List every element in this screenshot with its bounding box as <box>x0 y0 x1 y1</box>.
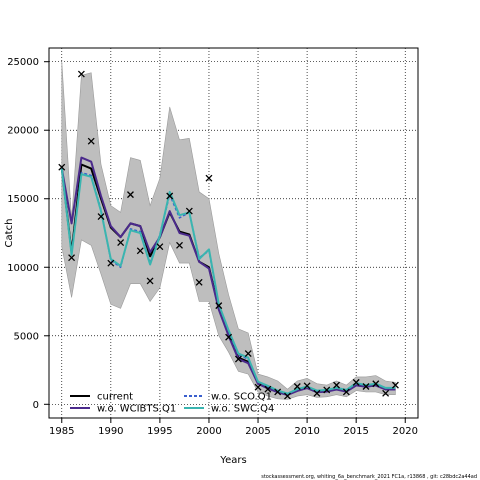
observed-point <box>195 278 203 286</box>
observed-point <box>117 239 125 247</box>
observed-point <box>244 350 252 358</box>
observed-point <box>323 386 331 394</box>
observed-point <box>87 137 95 145</box>
y-axis-title: Catch <box>4 219 15 248</box>
y-tick-label: 15000 <box>7 194 39 205</box>
observed-point <box>156 243 164 251</box>
observed-point <box>382 389 390 397</box>
observed-point <box>68 254 76 262</box>
plot-frame <box>48 47 419 419</box>
y-tick-label: 5000 <box>14 331 39 342</box>
legend-item: current <box>70 392 133 403</box>
observed-points <box>58 70 399 400</box>
confidence-band <box>61 61 396 400</box>
observed-point <box>215 302 223 310</box>
observed-point <box>352 378 360 386</box>
observed-point <box>176 241 183 249</box>
legend: current w.o. SCO.Q1 w.o. WCIBTS.Q1 w.o. SWC… <box>70 392 274 415</box>
observed-point <box>303 382 311 390</box>
y-axis: 0 5000 10000 15000 20000 25000 <box>7 57 49 411</box>
y-tick-label: 10000 <box>7 263 39 274</box>
legend-label: w.o. WCIBTS.Q1 <box>97 404 176 415</box>
observed-point <box>166 192 174 200</box>
x-tick-label: 1990 <box>98 426 123 437</box>
x-tick-label: 2005 <box>245 426 270 437</box>
x-axis-title: Years <box>219 455 246 466</box>
legend-item: w.o. WCIBTS.Q1 <box>70 404 176 415</box>
footnote: stockassessment.org, whiting_6a_benchmar… <box>261 474 477 480</box>
series-line-w-o-wcibts-q1 <box>60 156 396 396</box>
x-tick-label: 2020 <box>393 426 418 437</box>
observed-point <box>391 381 399 389</box>
observed-point <box>136 247 144 255</box>
observed-point <box>264 385 272 393</box>
legend-label: w.o. SCO.Q1 <box>211 392 272 403</box>
y-tick-label: 20000 <box>7 126 39 137</box>
observed-point <box>185 207 193 215</box>
observed-point <box>77 70 85 78</box>
legend-item: w.o. SCO.Q1 <box>184 392 272 403</box>
legend-label: w.o. SWC.Q4 <box>211 404 274 415</box>
y-tick-label: 0 <box>33 400 39 411</box>
observed-point <box>313 389 321 397</box>
observed-point <box>254 383 262 391</box>
observed-point <box>234 355 242 363</box>
observed-point <box>372 380 380 388</box>
plot-region <box>48 47 419 419</box>
observed-point <box>58 163 66 171</box>
observed-point <box>274 388 282 396</box>
observed-point <box>146 277 154 285</box>
x-tick-label: 2000 <box>196 426 221 437</box>
observed-point <box>107 259 115 267</box>
series-lines <box>60 156 396 396</box>
observed-point <box>225 333 233 341</box>
observed-point <box>293 383 301 390</box>
x-tick-label: 1985 <box>49 426 74 437</box>
observed-point <box>342 388 350 396</box>
legend-item: w.o. SWC.Q4 <box>184 404 274 415</box>
observed-point <box>333 381 341 389</box>
observed-point <box>362 383 370 390</box>
x-tick-label: 2010 <box>294 426 319 437</box>
x-axis: 1985 1990 1995 2000 2005 2010 2015 2020 <box>49 418 418 437</box>
series-line-w-o-swc-q4 <box>60 168 396 395</box>
observed-point <box>97 213 105 221</box>
observed-point <box>126 191 134 199</box>
x-tick-label: 1995 <box>147 426 172 437</box>
legend-label: current <box>97 392 133 403</box>
y-tick-label: 25000 <box>7 57 39 68</box>
x-tick-label: 2015 <box>343 426 368 437</box>
observed-point <box>205 174 213 182</box>
observed-point <box>284 392 291 400</box>
